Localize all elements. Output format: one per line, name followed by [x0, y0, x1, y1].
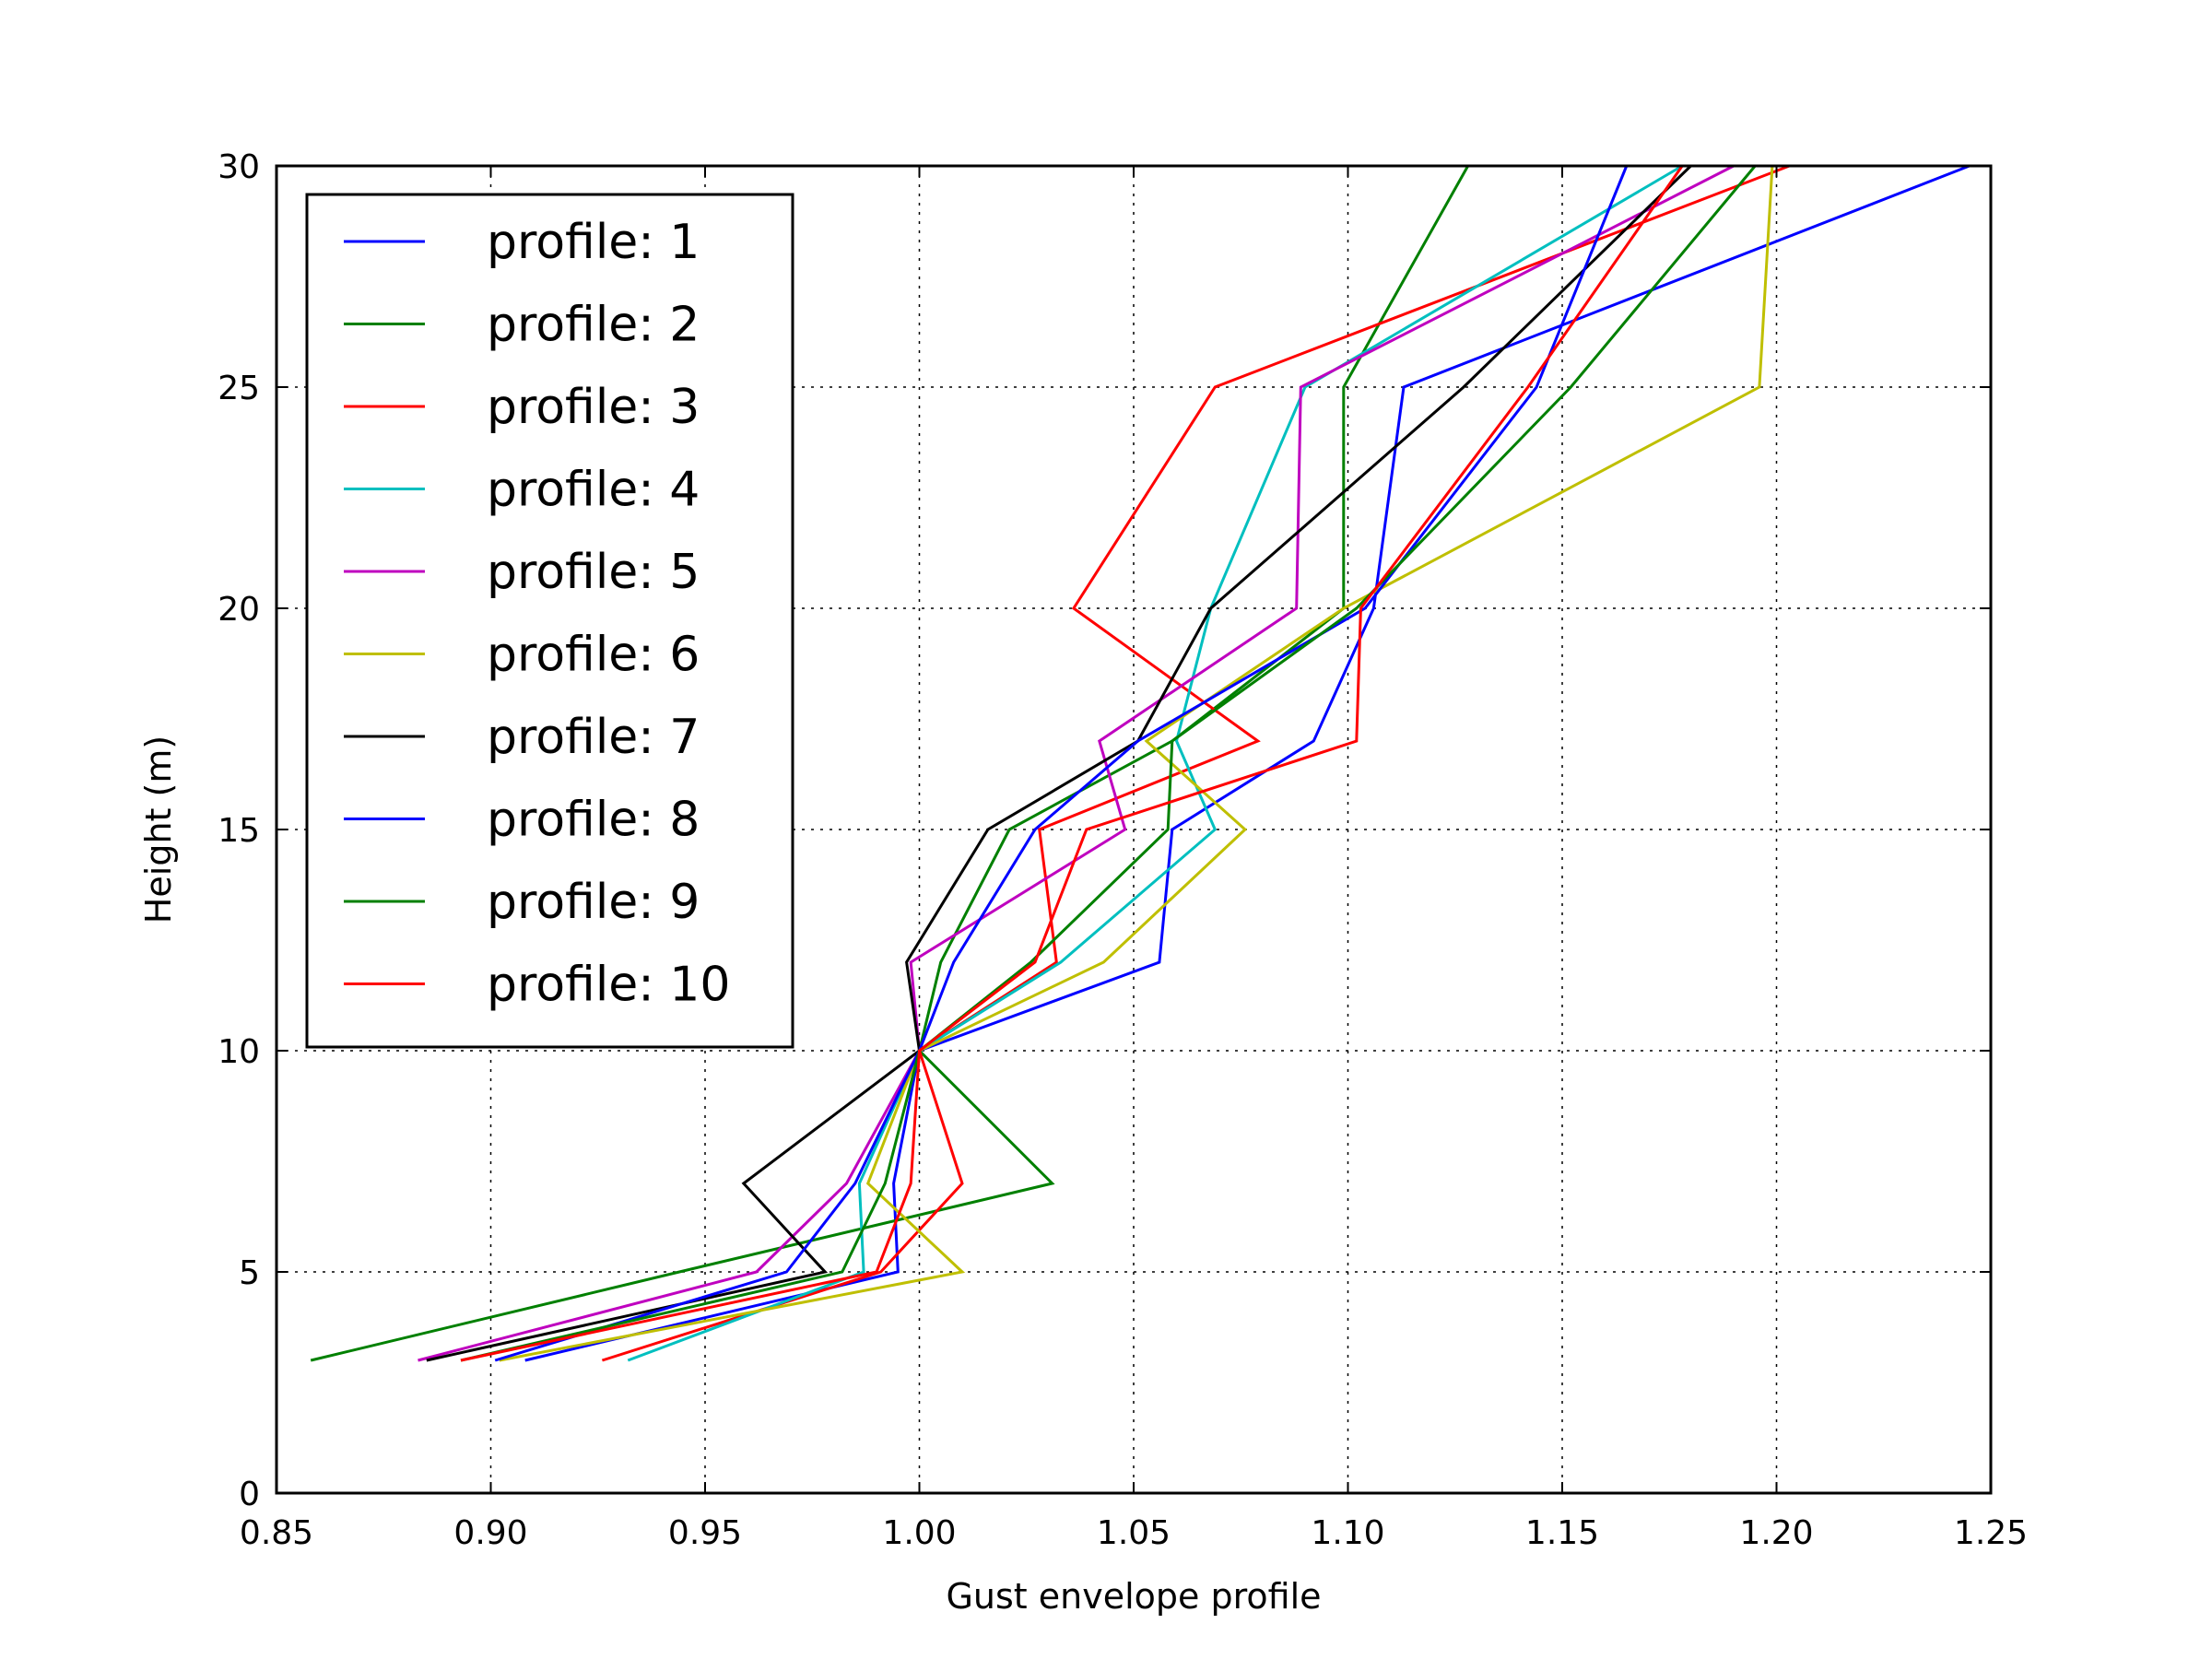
x-tick-label: 1.20	[1739, 1514, 1813, 1552]
y-tick-label: 10	[218, 1033, 260, 1071]
x-tick-label: 1.25	[1954, 1514, 2028, 1552]
series-lines	[310, 164, 1971, 1362]
x-tick-label: 0.95	[668, 1514, 742, 1552]
legend-label: profile: 9	[487, 875, 700, 930]
series-line-profile-5	[418, 164, 1735, 1362]
legend-label: profile: 3	[487, 380, 700, 435]
x-tick-label: 1.05	[1097, 1514, 1171, 1552]
y-tick-label: 0	[239, 1476, 260, 1513]
x-axis-label: Gust envelope profile	[946, 1576, 1321, 1617]
y-axis-label: Height (m)	[138, 735, 179, 924]
x-tick-label: 0.85	[240, 1514, 313, 1552]
y-tick-label: 30	[218, 148, 260, 186]
series-line-profile-6	[499, 165, 1774, 1362]
legend-label: profile: 6	[487, 628, 700, 683]
series-line-profile-7	[426, 164, 1692, 1362]
series-line-profile-9	[460, 165, 1757, 1362]
legend: profile: 1 profile: 2 profile: 3 profile: 4…	[305, 193, 794, 1049]
legend-label: profile: 2	[487, 298, 700, 353]
x-tick-label: 1.00	[882, 1514, 956, 1552]
legend-box	[305, 193, 794, 1049]
axis-ticks: 0.85 0.90 0.95 1.00 1.05 1.10 1.15 1.20 1.25 0 5 10…	[218, 148, 2028, 1552]
x-tick-label: 0.90	[453, 1514, 527, 1552]
series-line-profile-4	[627, 164, 1683, 1362]
y-tick-label: 25	[218, 370, 260, 407]
y-tick-label: 15	[218, 812, 260, 850]
legend-label: profile: 4	[487, 463, 700, 518]
series-line-profile-2	[310, 165, 1470, 1362]
y-tick-label: 5	[239, 1254, 260, 1292]
legend-label: profile: 10	[487, 958, 730, 1013]
legend-label: profile: 5	[487, 545, 700, 600]
legend-label: profile: 7	[487, 710, 700, 765]
series-line-profile-10	[460, 165, 1684, 1362]
series-line-profile-8	[494, 165, 1629, 1362]
series-line-profile-3	[601, 164, 1791, 1362]
legend-label: profile: 8	[487, 793, 700, 848]
x-tick-label: 1.15	[1525, 1514, 1599, 1552]
legend-label: profile: 1	[487, 215, 700, 270]
x-tick-label: 1.10	[1311, 1514, 1384, 1552]
y-tick-label: 20	[218, 591, 260, 629]
series-line-profile-1	[524, 164, 1971, 1362]
